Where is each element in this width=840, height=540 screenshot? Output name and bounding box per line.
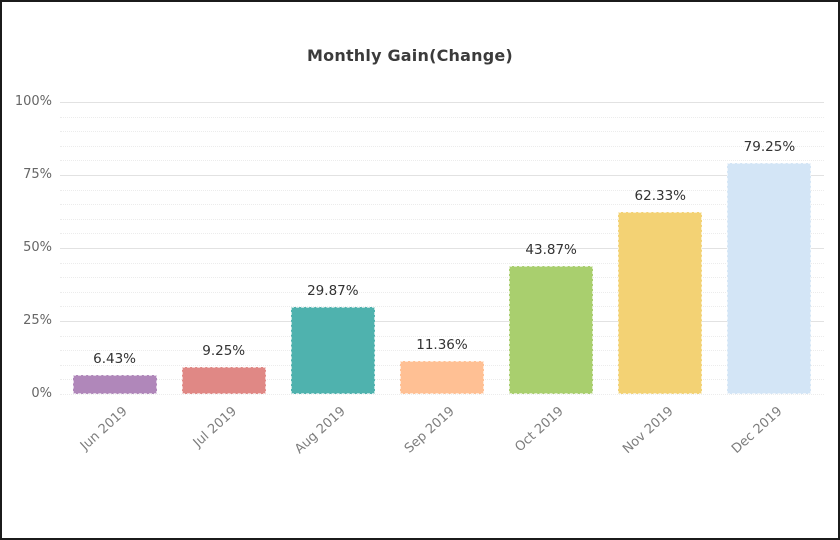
bar-value-label-nov-2019: 62.33% bbox=[634, 187, 687, 204]
minor-gridline-15 bbox=[60, 350, 824, 352]
bar-jul-2019 bbox=[181, 366, 266, 394]
major-gridline-25 bbox=[60, 321, 824, 322]
bar-dec-2019 bbox=[727, 162, 812, 394]
minor-gridline-95 bbox=[60, 116, 824, 118]
y-axis-tick-label-50: 50% bbox=[23, 240, 52, 255]
bar-nov-2019 bbox=[618, 211, 703, 394]
bar-value-label-jun-2019: 6.43% bbox=[93, 351, 136, 368]
bar-jun-2019 bbox=[72, 375, 157, 394]
minor-gridline-65 bbox=[60, 204, 824, 206]
x-axis-tick-label-oct-2019: Oct 2019 bbox=[512, 404, 568, 456]
minor-gridline-30 bbox=[60, 306, 824, 308]
minor-gridline-70 bbox=[60, 189, 824, 191]
bar-value-label-sep-2019: 11.36% bbox=[416, 336, 468, 353]
bar-value-label-dec-2019: 79.25% bbox=[743, 138, 796, 155]
bar-aug-2019 bbox=[290, 306, 375, 394]
minor-gridline-20 bbox=[60, 335, 824, 337]
minor-gridline-55 bbox=[60, 233, 824, 235]
y-axis-tick-label-75: 75% bbox=[23, 167, 52, 182]
minor-gridline-40 bbox=[60, 277, 824, 279]
x-axis-tick-label-nov-2019: Nov 2019 bbox=[619, 404, 677, 458]
bar-sep-2019 bbox=[400, 360, 484, 394]
x-axis-tick-label-jun-2019: Jun 2019 bbox=[77, 404, 131, 454]
minor-gridline-0 bbox=[60, 394, 824, 395]
x-axis-tick-label-dec-2019: Dec 2019 bbox=[729, 404, 786, 457]
y-axis-tick-label-25: 25% bbox=[23, 313, 52, 328]
x-axis-tick-label-aug-2019: Aug 2019 bbox=[292, 404, 349, 458]
major-gridline-75 bbox=[60, 175, 824, 176]
chart-title: Monthly Gain(Change) bbox=[307, 46, 513, 65]
bar-value-label-oct-2019: 43.87% bbox=[525, 241, 577, 258]
major-gridline-100 bbox=[60, 102, 824, 103]
minor-gridline-60 bbox=[60, 218, 824, 220]
y-axis-tick-label-100: 100% bbox=[14, 94, 52, 109]
minor-gridline-90 bbox=[60, 131, 824, 133]
x-axis-tick-label-sep-2019: Sep 2019 bbox=[402, 404, 459, 457]
minor-gridline-45 bbox=[60, 262, 824, 264]
minor-gridline-80 bbox=[60, 160, 824, 162]
minor-gridline-85 bbox=[60, 145, 824, 147]
bar-value-label-jul-2019: 9.25% bbox=[202, 342, 246, 359]
major-gridline-50 bbox=[60, 248, 824, 249]
minor-gridline-35 bbox=[60, 291, 824, 293]
bar-value-label-aug-2019: 29.87% bbox=[307, 282, 359, 299]
bar-oct-2019 bbox=[509, 265, 594, 394]
y-axis-tick-label-0: 0% bbox=[31, 386, 52, 401]
x-axis-tick-label-jul-2019: Jul 2019 bbox=[190, 404, 240, 451]
